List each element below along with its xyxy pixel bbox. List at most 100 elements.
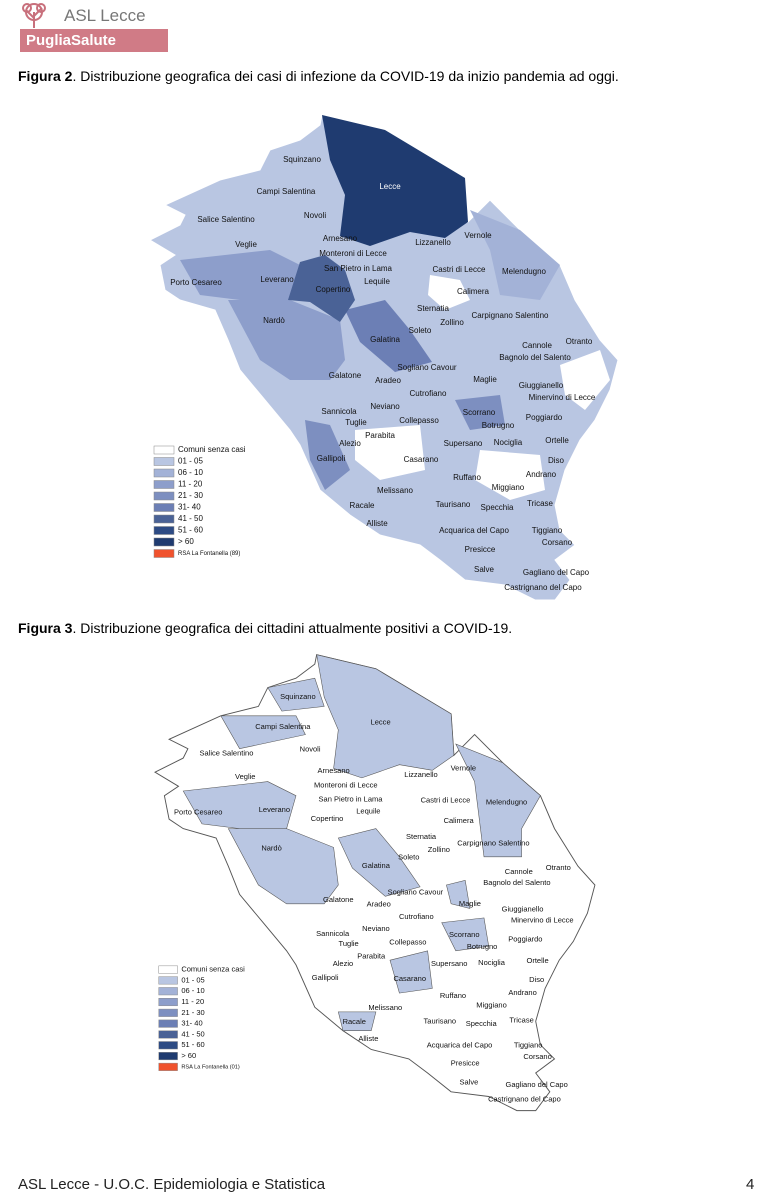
region — [337, 828, 421, 897]
map: Squinzano Campi Salentina Lecce Salice Sale… — [148, 114, 619, 601]
town-label: Maglie — [473, 375, 497, 384]
legend-label: 06 - 10 — [178, 468, 203, 477]
region — [455, 395, 505, 430]
region — [267, 677, 325, 712]
town-label: Bagnolo del Salento — [499, 353, 571, 362]
town-label: Racale — [343, 1017, 366, 1026]
legend-swatch — [158, 1030, 178, 1039]
town-label: Cannole — [505, 867, 533, 876]
town-label: Ortelle — [527, 956, 549, 965]
region — [288, 255, 355, 322]
town-label: Gallipoli — [312, 973, 339, 982]
town-label: Scorrano — [463, 408, 496, 417]
town-label: Tiggiano — [532, 526, 563, 535]
town-label: Melissano — [377, 486, 414, 495]
town-label: Corsano — [523, 1052, 551, 1061]
region — [337, 1011, 377, 1031]
town-label: Tiggiano — [514, 1041, 543, 1050]
caption-label: Figura 2 — [18, 68, 73, 84]
town-label: Tricase — [509, 1015, 533, 1024]
town-label: Acquarica del Capo — [427, 1041, 493, 1050]
page-number: 4 — [746, 1176, 755, 1193]
region — [180, 250, 300, 300]
legend-swatch — [153, 503, 175, 512]
town-label: Lizzanello — [415, 238, 451, 247]
town-label: Calimera — [444, 816, 475, 825]
town-label: Melendugno — [502, 267, 547, 276]
legend-swatch — [158, 1041, 178, 1050]
region — [470, 210, 560, 300]
town-label: Galatone — [329, 371, 362, 380]
town-label: Castrignano del Capo — [488, 1094, 561, 1103]
town-label: Taurisano — [424, 1016, 457, 1025]
town-label: Campi Salentina — [255, 722, 311, 731]
town-label: Melendugno — [486, 797, 527, 806]
town-label: Soleto — [409, 326, 432, 335]
town-label: Diso — [548, 456, 565, 465]
town-label: Zollino — [428, 845, 450, 854]
town-label: Casarano — [404, 455, 439, 464]
legend-swatch — [153, 537, 175, 547]
town-label: Taurisano — [436, 500, 471, 509]
town-label: Corsano — [542, 538, 573, 547]
legend-swatch — [153, 457, 175, 466]
town-label: Bagnolo del Salento — [483, 878, 550, 887]
town-label: Cannole — [522, 341, 552, 350]
town-label: Galatina — [362, 861, 391, 870]
town-label: Squinzano — [283, 155, 321, 164]
town-label: Monteroni di Lecce — [314, 780, 378, 789]
town-label: Salve — [474, 565, 495, 574]
legend-swatch — [158, 1019, 178, 1028]
town-label: Carpignano Salentino — [472, 311, 549, 320]
legend-label: > 60 — [181, 1051, 196, 1060]
town-label: Collepasso — [399, 416, 439, 425]
town-label: Lequile — [364, 277, 390, 286]
town-label: Copertino — [311, 814, 344, 823]
town-label: Miggiano — [492, 483, 525, 492]
legend-label: 31- 40 — [181, 1019, 202, 1028]
town-label: Ortelle — [545, 436, 569, 445]
town-label: Poggiardo — [526, 413, 563, 422]
legend-swatch — [153, 491, 175, 501]
town-label: Lecce — [371, 717, 391, 726]
region — [305, 420, 350, 490]
legend-swatch — [158, 976, 178, 985]
town-label: Sannicola — [316, 929, 350, 938]
caption: Figura 3. Distribuzione geografica dei c… — [18, 620, 512, 636]
town-label: Vernole — [451, 763, 477, 772]
town-label: Supersano — [444, 439, 483, 448]
region — [475, 450, 545, 500]
town-label: Collepasso — [389, 937, 426, 946]
town-label: Nociglia — [494, 438, 523, 447]
logo-name: ASL Lecce — [64, 6, 146, 25]
town-label: Galatone — [323, 895, 354, 904]
legend-swatch — [158, 965, 178, 974]
town-label: Tuglie — [339, 939, 359, 948]
caption-label: Figura 3 — [18, 620, 73, 636]
region — [345, 300, 432, 372]
town-label: Andrano — [526, 470, 557, 479]
town-label: Botrugno — [482, 421, 515, 430]
region — [227, 828, 339, 905]
town-label: Castrignano del Capo — [504, 583, 582, 592]
town-label: Copertino — [316, 285, 351, 294]
town-label: Nardò — [263, 316, 285, 325]
legend-label: 41 - 50 — [181, 1029, 204, 1038]
legend-label: 51 - 60 — [181, 1040, 204, 1049]
legend-swatch — [158, 998, 178, 1007]
region — [220, 715, 306, 750]
legend-swatch — [153, 468, 175, 478]
legend-swatch — [153, 445, 175, 455]
town-label: Neviano — [362, 924, 390, 933]
town-label: Specchia — [481, 503, 514, 512]
town-label: Campi Salentina — [257, 187, 316, 196]
town-label: Carpignano Salentino — [457, 839, 529, 848]
town-label: Vernole — [464, 231, 492, 240]
town-label: Botrugno — [467, 942, 498, 951]
town-label: Aradeo — [367, 900, 391, 909]
town-label: Novoli — [304, 211, 326, 220]
legend-swatch — [158, 987, 178, 996]
town-label: Squinzano — [280, 692, 316, 701]
town-label: Nardò — [261, 843, 281, 852]
legend-label: 21 - 30 — [178, 491, 203, 500]
